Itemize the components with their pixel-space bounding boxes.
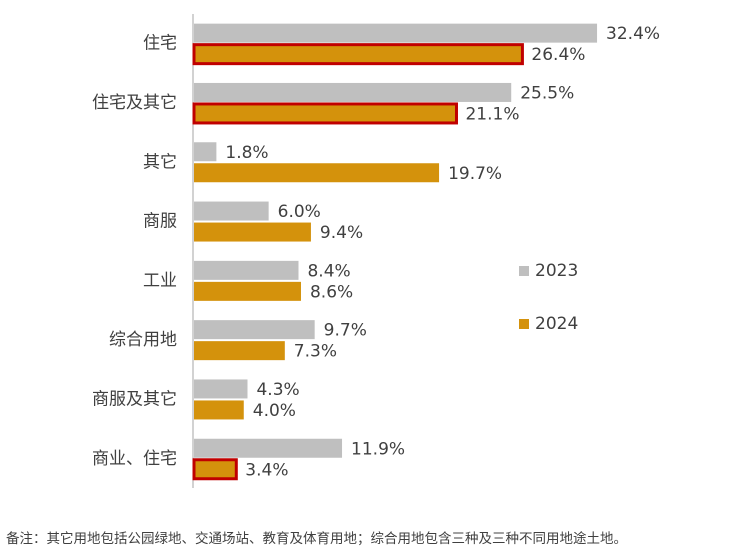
- category-label: 其它: [143, 152, 177, 172]
- value-label: 32.4%: [606, 24, 660, 44]
- value-label: 8.4%: [307, 261, 350, 281]
- bar: [194, 82, 512, 102]
- bar: [194, 260, 299, 280]
- value-label: 19.7%: [448, 164, 502, 184]
- category-label: 综合用地: [109, 330, 177, 350]
- bar: [194, 222, 311, 242]
- category-label: 住宅及其它: [92, 93, 177, 113]
- bar: [194, 201, 269, 221]
- value-label: 9.7%: [324, 321, 367, 341]
- bar: [194, 163, 440, 183]
- value-label: 4.0%: [253, 401, 296, 421]
- bar: [192, 43, 524, 66]
- category-label: 商服: [143, 212, 177, 232]
- bar: [194, 400, 244, 420]
- value-label: 7.3%: [294, 342, 337, 362]
- value-label: 6.0%: [278, 202, 321, 222]
- bar: [194, 23, 598, 43]
- bar: [192, 102, 458, 125]
- category-label: 住宅: [143, 34, 177, 54]
- bar: [194, 341, 285, 361]
- bar: [192, 458, 238, 481]
- legend-swatch: [519, 319, 529, 329]
- category-label: 工业: [143, 271, 177, 291]
- value-label: 3.4%: [245, 460, 288, 480]
- value-label: 21.1%: [465, 104, 519, 124]
- note: 备注：其它用地包括公园绿地、交通场站、教育及体育用地；综合用地包含三种及三种不同…: [6, 530, 627, 547]
- value-label: 9.4%: [320, 223, 363, 243]
- category-label: 商服及其它: [92, 389, 177, 409]
- value-label: 25.5%: [520, 83, 574, 103]
- bar: [194, 281, 301, 301]
- category-label: 商业、住宅: [92, 449, 177, 469]
- value-label: 8.6%: [310, 282, 353, 302]
- legend-label: 2024: [535, 314, 578, 334]
- value-label: 1.8%: [225, 143, 268, 163]
- value-label: 11.9%: [351, 439, 405, 459]
- value-label: 26.4%: [531, 45, 585, 65]
- value-label: 4.3%: [256, 380, 299, 400]
- legend-label: 2023: [535, 261, 578, 281]
- bar: [194, 320, 315, 340]
- bar: [194, 438, 343, 458]
- legend-swatch: [519, 266, 529, 276]
- bar: [194, 142, 217, 162]
- bar: [194, 379, 248, 399]
